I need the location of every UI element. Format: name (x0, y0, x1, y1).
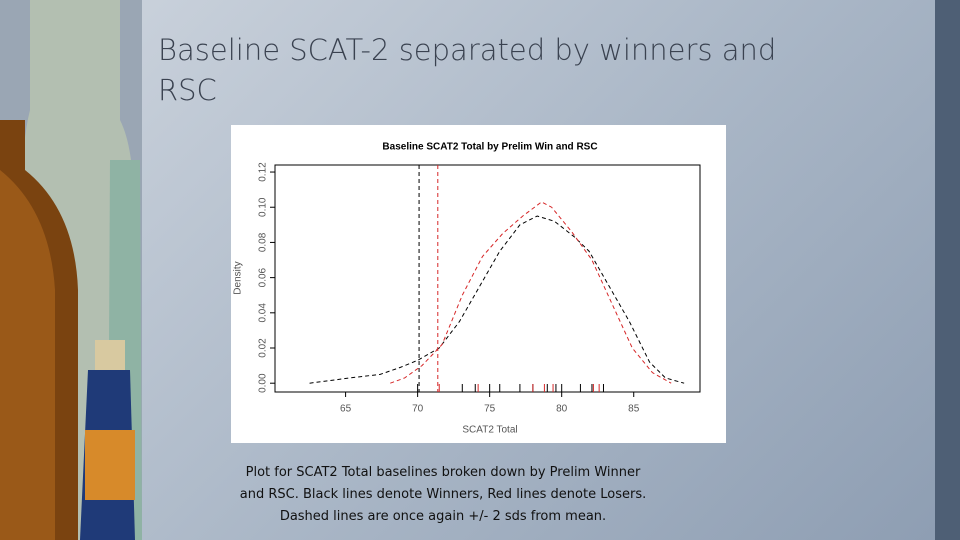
side-strip (935, 0, 960, 540)
y-tick-label: 0.06 (258, 267, 269, 287)
x-tick-label: 75 (484, 404, 496, 415)
caption: Plot for SCAT2 Total baselines broken do… (230, 462, 656, 528)
x-tick-label: 70 (412, 404, 424, 415)
y-tick-label: 0.08 (258, 232, 269, 252)
y-tick-label: 0.02 (258, 338, 269, 358)
bottle-photo (0, 0, 142, 540)
density-line (390, 201, 672, 384)
caption-line: Dashed lines are once again +/- 2 sds fr… (279, 509, 607, 524)
y-tick-label: 0.04 (258, 303, 269, 323)
slide-title: Baseline SCAT-2 separated by winners and… (158, 33, 777, 107)
y-tick-label: 0.10 (258, 197, 269, 217)
x-tick-label: 85 (628, 404, 640, 415)
caption-line: Plot for SCAT2 Total baselines broken do… (245, 465, 641, 480)
y-axis-label: Density (233, 261, 244, 294)
x-tick-label: 80 (556, 404, 568, 415)
chart-title: Baseline SCAT2 Total by Prelim Win and R… (382, 142, 597, 153)
density-line (309, 215, 685, 384)
x-axis-label: SCAT2 Total (462, 425, 517, 436)
caption-line: and RSC. Black lines denote Winners, Red… (239, 487, 647, 502)
y-tick-label: 0.12 (258, 162, 269, 182)
x-tick-label: 65 (340, 404, 352, 415)
plot-box (274, 164, 701, 393)
y-tick-label: 0.00 (258, 373, 269, 393)
chart-background (231, 125, 726, 443)
